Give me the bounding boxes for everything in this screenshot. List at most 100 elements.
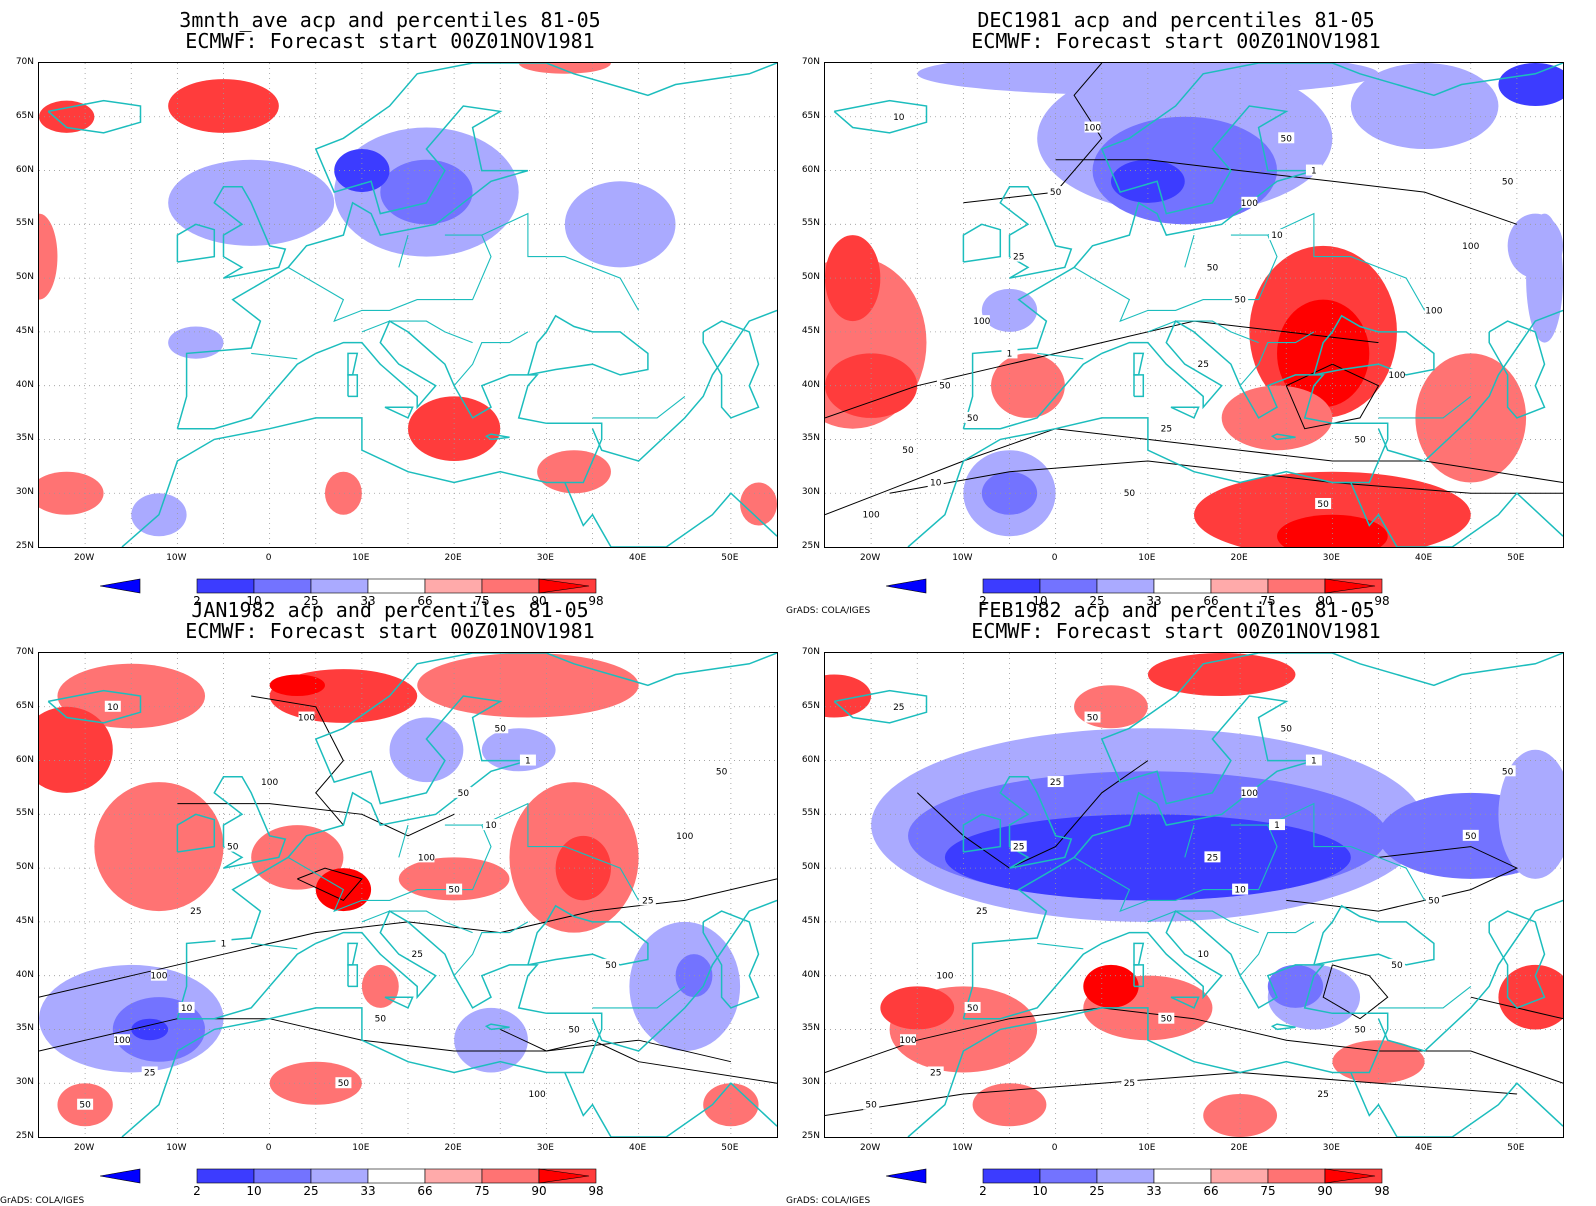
shading-region — [944, 814, 1351, 901]
coastline — [591, 309, 777, 462]
svg-text:1: 1 — [1007, 349, 1013, 359]
svg-text:25: 25 — [1317, 1090, 1328, 1100]
contour-label: 1 — [1001, 347, 1018, 359]
contour-label: 50 — [566, 1023, 583, 1035]
shading-region — [675, 954, 713, 998]
shading-region — [1277, 299, 1370, 408]
coastline — [213, 775, 287, 869]
svg-text:100: 100 — [1425, 306, 1442, 316]
coastline — [121, 320, 603, 547]
shading-region — [168, 326, 224, 359]
colorbar-segment — [481, 1168, 540, 1184]
contour-label: 10 — [1232, 883, 1249, 896]
country-border — [398, 824, 409, 858]
contour-label: 100 — [973, 315, 991, 327]
shading-region — [269, 674, 325, 697]
svg-text:100: 100 — [1462, 242, 1479, 252]
shading-region — [1277, 514, 1388, 547]
country-border — [453, 331, 529, 387]
svg-text:50: 50 — [1281, 724, 1293, 734]
latitude-label: 30N — [801, 487, 820, 498]
country-border — [1239, 921, 1315, 977]
coastline — [833, 99, 928, 134]
svg-text:25: 25 — [930, 1068, 941, 1078]
contour-label: 50 — [900, 444, 917, 456]
shading-region — [1194, 471, 1471, 547]
latitude-label: 45N — [801, 915, 820, 926]
svg-text:50: 50 — [1465, 832, 1477, 842]
contour-label: 50 — [224, 840, 241, 853]
contour-label: 50 — [1462, 829, 1479, 842]
svg-text:1: 1 — [1311, 167, 1317, 177]
colorbar-label: 33 — [1146, 594, 1162, 608]
coastline — [564, 482, 777, 547]
coastline — [1313, 904, 1435, 966]
panel-title-line1: FEB1982 acp and percentiles 81-05 — [977, 598, 1375, 622]
svg-text:10: 10 — [930, 478, 942, 488]
panel-title-line1: 3mnth_ave acp and percentiles 81-05 — [179, 8, 601, 32]
contour-line — [297, 867, 363, 902]
contour-label: 50 — [372, 1012, 389, 1025]
colorbar-segment — [886, 578, 927, 594]
contour-label: 25 — [1047, 776, 1064, 788]
colorbar-segment — [1324, 578, 1376, 594]
contour-line — [825, 428, 1563, 516]
shading-region — [454, 1007, 528, 1073]
shading-region — [39, 471, 104, 515]
coastline — [347, 374, 359, 398]
longitude-label: 50E — [1507, 553, 1525, 563]
contour-label: 10 — [1269, 229, 1286, 241]
svg-text:100: 100 — [150, 972, 167, 982]
contour-label: 50 — [77, 1098, 94, 1111]
contour-label: 1 — [1305, 754, 1322, 767]
contour-label: 50 — [1204, 261, 1221, 273]
panel-title-line1: JAN1982 acp and percentiles 81-05 — [191, 598, 589, 622]
latitude-label: 50N — [15, 862, 34, 873]
shading-region — [981, 288, 1038, 332]
svg-text:100: 100 — [418, 853, 435, 863]
svg-text:25: 25 — [1207, 853, 1218, 863]
colorbar-label: 75 — [474, 594, 490, 608]
svg-text:10: 10 — [1271, 231, 1283, 241]
contour-line — [963, 63, 1103, 204]
svg-text:25: 25 — [893, 703, 904, 713]
contour-line — [251, 695, 344, 826]
country-border — [287, 824, 492, 913]
colorbar-segment — [1039, 1168, 1098, 1184]
svg-text:50: 50 — [568, 1025, 580, 1035]
country-border — [1378, 985, 1472, 1009]
svg-text:10: 10 — [1197, 950, 1209, 960]
longitude-label: 20E — [444, 1143, 462, 1153]
contour-label: 50 — [964, 411, 981, 424]
colorbar-segment — [1210, 1168, 1269, 1184]
colorbar-segment — [1267, 1168, 1326, 1184]
svg-text:50: 50 — [375, 1015, 387, 1025]
country-border — [1073, 824, 1278, 913]
colorbar-label: 10 — [246, 1184, 262, 1198]
latitude-label: 40N — [15, 969, 34, 980]
latitude-label: 50N — [801, 862, 820, 873]
svg-text:50: 50 — [448, 886, 460, 896]
shading-region — [1350, 63, 1499, 150]
longitude-label: 20W — [73, 1143, 95, 1153]
longitude-label: 30E — [1322, 553, 1340, 563]
svg-text:25: 25 — [1050, 778, 1061, 788]
svg-text:50: 50 — [1161, 1015, 1173, 1025]
contour-label: 50 — [335, 1077, 352, 1089]
contour-label: 50 — [1121, 487, 1138, 499]
contour-label: 25 — [1315, 1087, 1332, 1100]
contour-label: 50 — [1499, 765, 1516, 777]
latitude-label: 30N — [15, 487, 34, 498]
contour-label: 25 — [1010, 840, 1027, 853]
colorbar-segment — [196, 1168, 255, 1184]
shading-region — [991, 353, 1065, 418]
contour-label: 25 — [1195, 358, 1212, 370]
coastline — [1350, 482, 1563, 547]
map-plot-area: 50 25 100 100 100 50 25 25 25 50 25 50 50 50 25 50 50 50 1… — [824, 652, 1564, 1138]
coastline — [347, 964, 359, 988]
map-plot-area — [38, 62, 778, 548]
panel-title-line2: ECMWF: Forecast start 00Z01NOV1981 — [971, 29, 1381, 53]
shading-region — [825, 235, 881, 322]
latitude-label: 55N — [801, 218, 820, 229]
contour-label: 50 — [1047, 186, 1064, 198]
